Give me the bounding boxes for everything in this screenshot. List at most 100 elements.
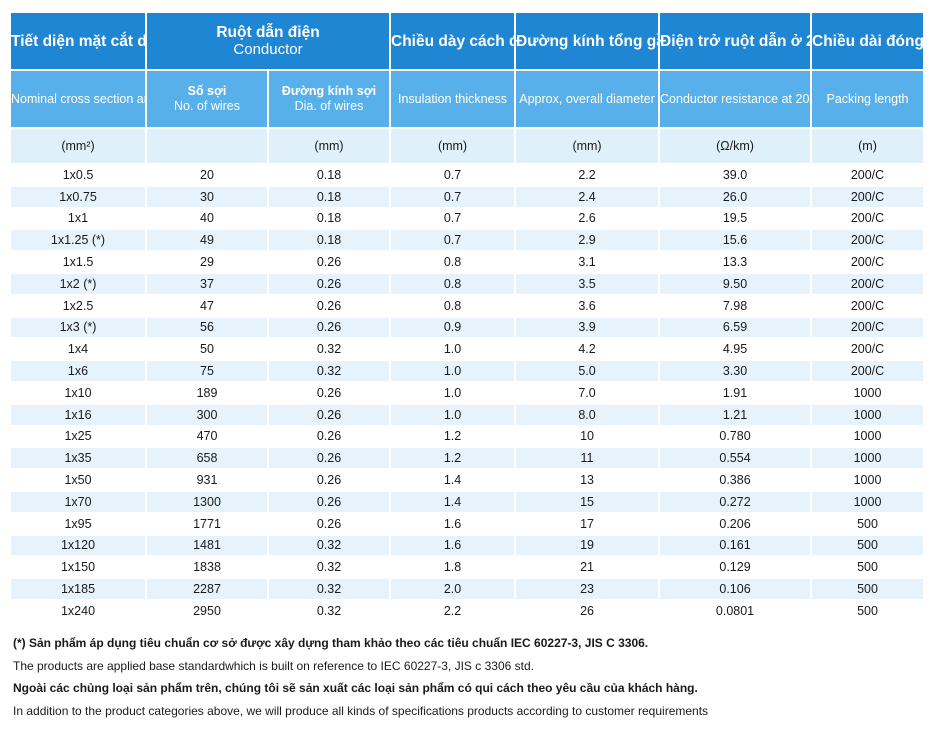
cell-packing: 500 <box>812 535 924 556</box>
table-body: 1x0.5 20 0.18 0.7 2.2 39.0 200/C 1x0.75 30 0.18 0.… <box>11 165 924 621</box>
cell-cross-section: 1x4 <box>11 339 145 360</box>
header-packing: Chiều dài đóng gói <box>812 13 924 69</box>
table-row: 1x1 40 0.18 0.7 2.6 19.5 200/C <box>11 208 924 229</box>
cell-resistance: 13.3 <box>660 252 811 272</box>
cell-resistance: 0.206 <box>660 513 811 534</box>
cell-diameter: 26 <box>516 600 659 621</box>
cell-wire-dia: 0.18 <box>269 165 390 185</box>
table-row: 1x120 1481 0.32 1.6 19 0.161 500 <box>11 535 924 556</box>
cell-packing: 200/C <box>812 361 924 381</box>
cell-wire-dia: 0.32 <box>269 579 390 599</box>
cell-diameter: 21 <box>516 557 659 578</box>
cell-wire-dia: 0.32 <box>269 557 390 578</box>
cell-diameter: 2.6 <box>516 208 659 229</box>
cell-wires: 1300 <box>147 491 267 512</box>
table-row: 1x0.75 30 0.18 0.7 2.4 26.0 200/C <box>11 186 924 207</box>
cell-wire-dia: 0.18 <box>269 208 390 229</box>
cell-packing: 200/C <box>812 186 924 207</box>
cell-cross-section: 1x95 <box>11 513 145 534</box>
cell-diameter: 3.1 <box>516 252 659 272</box>
cell-cross-section: 1x2 (*) <box>11 273 145 294</box>
cell-cross-section: 1x70 <box>11 491 145 512</box>
subheader-insulation: Insulation thickness <box>391 71 515 127</box>
cell-wire-dia: 0.26 <box>269 295 390 316</box>
cell-wires: 30 <box>147 186 267 207</box>
cell-wire-dia: 0.26 <box>269 404 390 425</box>
note-standard-vi: (*) Sản phẩm áp dụng tiêu chuẩn cơ sở đư… <box>13 636 649 650</box>
table-row: 1x150 1838 0.32 1.8 21 0.129 500 <box>11 557 924 578</box>
cell-resistance: 9.50 <box>660 273 811 294</box>
table-row: 1x185 2287 0.32 2.0 23 0.106 500 <box>11 579 924 599</box>
cell-cross-section: 1x1.5 <box>11 252 145 272</box>
cell-insulation: 0.7 <box>391 165 515 185</box>
cell-insulation: 1.4 <box>391 470 515 490</box>
cell-diameter: 15 <box>516 491 659 512</box>
cell-wire-dia: 0.26 <box>269 317 390 338</box>
cell-cross-section: 1x16 <box>11 404 145 425</box>
cell-diameter: 19 <box>516 535 659 556</box>
cell-cross-section: 1x50 <box>11 470 145 490</box>
header-insulation: Chiều dày cách điện <box>391 13 515 69</box>
cell-diameter: 7.0 <box>516 382 659 403</box>
table-row: 1x4 50 0.32 1.0 4.2 4.95 200/C <box>11 339 924 360</box>
cell-resistance: 0.0801 <box>660 600 811 621</box>
cell-packing: 200/C <box>812 317 924 338</box>
unit-wire-dia: (mm) <box>269 129 390 163</box>
unit-wires <box>147 129 267 163</box>
subheader-packing: Packing length <box>812 71 924 127</box>
cell-wire-dia: 0.18 <box>269 186 390 207</box>
subheader-wire-dia-en: Dia. of wires <box>294 99 364 113</box>
cell-wires: 2950 <box>147 600 267 621</box>
cell-diameter: 3.6 <box>516 295 659 316</box>
cell-resistance: 0.780 <box>660 426 811 447</box>
cell-wires: 189 <box>147 382 267 403</box>
cell-cross-section: 1x150 <box>11 557 145 578</box>
cell-resistance: 0.106 <box>660 579 811 599</box>
cell-wires: 658 <box>147 448 267 469</box>
cell-diameter: 17 <box>516 513 659 534</box>
header-diameter: Đường kính tổng gần đúng <box>516 13 659 69</box>
table-row: 1x6 75 0.32 1.0 5.0 3.30 200/C <box>11 361 924 381</box>
cell-resistance: 1.91 <box>660 382 811 403</box>
table-row: 1x3 (*) 56 0.26 0.9 3.9 6.59 200/C <box>11 317 924 338</box>
cell-wire-dia: 0.18 <box>269 230 390 251</box>
table-row: 1x1.25 (*) 49 0.18 0.7 2.9 15.6 200/C <box>11 230 924 251</box>
cable-spec-table: Tiết diện mặt cắt danh định Ruột dẫn điệ… <box>9 11 925 623</box>
cell-wires: 56 <box>147 317 267 338</box>
cell-diameter: 2.2 <box>516 165 659 185</box>
cell-wires: 1481 <box>147 535 267 556</box>
cell-insulation: 1.6 <box>391 535 515 556</box>
cell-cross-section: 1x10 <box>11 382 145 403</box>
cell-wires: 300 <box>147 404 267 425</box>
cell-cross-section: 1x1 <box>11 208 145 229</box>
cell-packing: 200/C <box>812 295 924 316</box>
cell-cross-section: 1x6 <box>11 361 145 381</box>
cell-wires: 2287 <box>147 579 267 599</box>
table-row: 1x1.5 29 0.26 0.8 3.1 13.3 200/C <box>11 252 924 272</box>
table-row: 1x95 1771 0.26 1.6 17 0.206 500 <box>11 513 924 534</box>
cell-wire-dia: 0.26 <box>269 513 390 534</box>
cell-diameter: 10 <box>516 426 659 447</box>
cell-wires: 75 <box>147 361 267 381</box>
cell-cross-section: 1x120 <box>11 535 145 556</box>
cell-packing: 200/C <box>812 339 924 360</box>
unit-cross-section: (mm²) <box>11 129 145 163</box>
note-custom-en: In addition to the product categories ab… <box>13 703 709 718</box>
cell-diameter: 5.0 <box>516 361 659 381</box>
cell-insulation: 1.6 <box>391 513 515 534</box>
cell-cross-section: 1x2.5 <box>11 295 145 316</box>
table-row: 1x16 300 0.26 1.0 8.0 1.21 1000 <box>11 404 924 425</box>
table-row: 1x0.5 20 0.18 0.7 2.2 39.0 200/C <box>11 165 924 185</box>
cell-diameter: 11 <box>516 448 659 469</box>
table-row: 1x2.5 47 0.26 0.8 3.6 7.98 200/C <box>11 295 924 316</box>
cell-diameter: 4.2 <box>516 339 659 360</box>
cell-wires: 29 <box>147 252 267 272</box>
cell-cross-section: 1x0.75 <box>11 186 145 207</box>
cell-resistance: 19.5 <box>660 208 811 229</box>
subheader-wire-dia: Đường kính sợi Dia. of wires <box>269 71 390 127</box>
cell-resistance: 6.59 <box>660 317 811 338</box>
cell-resistance: 3.30 <box>660 361 811 381</box>
cell-insulation: 0.7 <box>391 230 515 251</box>
subheader-resistance: Conductor resistance at 20°C <box>660 71 811 127</box>
